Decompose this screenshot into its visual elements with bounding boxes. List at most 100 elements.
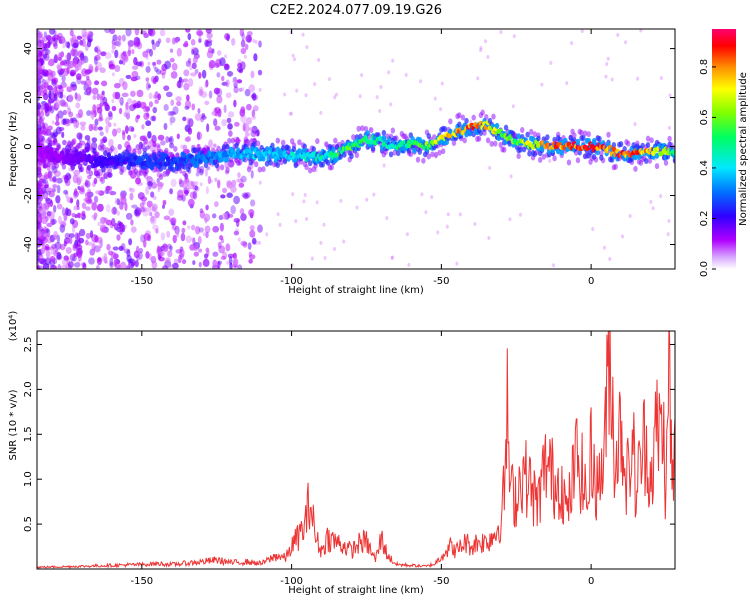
spectrogram-noise-blob [63, 240, 67, 247]
spectrogram-ridge-blob [342, 151, 347, 158]
spectrogram-ridge-blob [183, 172, 189, 179]
spectrogram-noise-blob [89, 230, 94, 239]
spectrogram-noise-blob [156, 59, 162, 65]
spectrogram-noise-blob [64, 232, 71, 240]
spectrogram-ridge-blob [484, 114, 489, 121]
spectrogram-noise-blob [37, 72, 40, 82]
spectrogram-noise-blob [44, 184, 49, 189]
spectrogram-noise-blob [220, 255, 227, 261]
spectrogram-noise-blob [73, 124, 77, 129]
spectrogram-noise-blob [250, 209, 254, 214]
spectrogram-noise-blob [251, 109, 256, 118]
spectrogram-ridge-blob [264, 146, 270, 153]
spectrogram-noise-blob [167, 110, 175, 117]
spectrogram-noise-blob [240, 47, 247, 55]
spectrogram-noise-blob [64, 54, 68, 59]
snr-xtick-label: 0 [588, 576, 594, 587]
spectrogram-ridge-blob [201, 147, 207, 154]
spectrogram-ridge-blob [421, 157, 426, 164]
spectrogram-noise-blob [51, 120, 55, 125]
spectrogram-noise-blob [152, 106, 158, 114]
snr-ytick-label: 2.0 [23, 381, 34, 397]
spectrogram-ridge-blob [144, 168, 149, 175]
spectrogram-noise-blob [548, 158, 552, 163]
spectrogram-noise-blob [479, 48, 483, 53]
spectrogram-noise-blob [184, 40, 189, 47]
spectrogram-ridge-blob [47, 136, 52, 143]
spectrogram-noise-blob [116, 234, 121, 241]
spectrogram-noise-blob [317, 57, 321, 62]
spectrogram-noise-blob [221, 212, 228, 220]
spectrogram-noise-blob [220, 194, 226, 199]
spectrogram-ridge-blob [360, 125, 365, 132]
spectrogram-ridge-blob [295, 160, 300, 167]
spectrogram-noise-blob [163, 85, 170, 91]
spectrogram-noise-blob [176, 189, 184, 198]
spectrogram-ridge-blob [654, 163, 660, 170]
spectrogram-noise-blob [184, 105, 190, 110]
spectrogram-noise-blob [291, 53, 295, 58]
spectrogram-ridge-blob [219, 156, 225, 163]
spectrogram-noise-blob [240, 213, 247, 222]
spectrogram-noise-blob [667, 218, 671, 223]
spectrogram-noise-blob [93, 195, 99, 204]
spectrogram-noise-blob [248, 258, 253, 264]
spectrogram-noise-blob [37, 33, 40, 38]
spectrogram-noise-blob [222, 251, 228, 260]
spectrogram-noise-blob [305, 217, 309, 222]
spectrogram-noise-blob [233, 195, 240, 205]
spectrogram-noise-blob [187, 198, 195, 207]
snr-xtick-label: -150 [130, 576, 153, 587]
spectrogram-noise-blob [62, 67, 69, 77]
spectrogram-noise-blob [180, 232, 186, 242]
spectrogram-ridge-blob [451, 140, 457, 147]
spectrogram-noise-blob [244, 132, 250, 137]
spectrogram-noise-blob [124, 107, 130, 117]
spectrogram-ridge-blob [354, 152, 360, 159]
spectrogram-noise-blob [69, 69, 77, 76]
snr-ylabel: SNR (10 * v/v) [8, 389, 19, 460]
spectrogram-noise-blob [237, 178, 244, 184]
spectrogram-ridge-blob [369, 127, 374, 134]
spectrogram-xtick-label: -50 [433, 276, 449, 287]
spectrogram-noise-blob [221, 81, 228, 86]
spectrogram-ridge-core [611, 146, 617, 152]
spectrogram-noise-blob [197, 248, 203, 253]
spectrogram-noise-blob [51, 243, 57, 249]
spectrogram-noise-blob [56, 64, 62, 71]
colorbar-tick-label: 0.8 [699, 59, 710, 75]
snr-ytick-label: 0.5 [23, 516, 34, 532]
spectrogram-noise-blob [61, 220, 66, 226]
spectrogram-noise-blob [81, 29, 88, 38]
spectrogram-noise-blob [101, 80, 108, 87]
spectrogram-noise-blob [164, 60, 172, 70]
spectrogram-ridge-blob [261, 166, 266, 173]
spectrogram-noise-blob [387, 70, 391, 75]
spectrogram-noise-blob [242, 241, 248, 248]
spectrogram-noise-blob [224, 63, 229, 69]
spectrogram-noise-blob [145, 120, 152, 127]
spectrogram-ridge-blob [356, 125, 361, 132]
spectrogram-noise-blob [39, 178, 47, 184]
spectrogram-panel: -150 -100 -50 0 -40 -20 0 20 40 Height of straig… [8, 28, 676, 296]
spectrogram-noise-blob [221, 119, 227, 127]
spectrogram-noise-blob [181, 227, 186, 234]
spectrogram-ridge-blob [56, 144, 61, 151]
spectrogram-noise-blob [172, 234, 177, 244]
spectrogram-ridge-blob [575, 138, 581, 145]
spectrogram-ridge-blob [457, 121, 462, 128]
spectrogram-noise-blob [191, 103, 196, 111]
spectrogram-ridge-blob [79, 166, 85, 173]
spectrogram-noise-blob [237, 62, 243, 69]
spectrogram-noise-blob [56, 252, 62, 260]
spectrogram-noise-blob [170, 99, 175, 106]
spectrogram-noise-blob [114, 261, 121, 269]
spectrogram-ridge-blob [246, 166, 252, 173]
spectrogram-noise-blob [40, 85, 46, 94]
spectrogram-noise-blob [458, 212, 462, 217]
spectrogram-noise-blob [152, 61, 157, 66]
spectrogram-noise-blob [604, 74, 608, 79]
spectrogram-noise-blob [214, 125, 221, 131]
spectrogram-noise-blob [488, 165, 492, 170]
colorbar-tick-label: 0.0 [699, 261, 710, 277]
